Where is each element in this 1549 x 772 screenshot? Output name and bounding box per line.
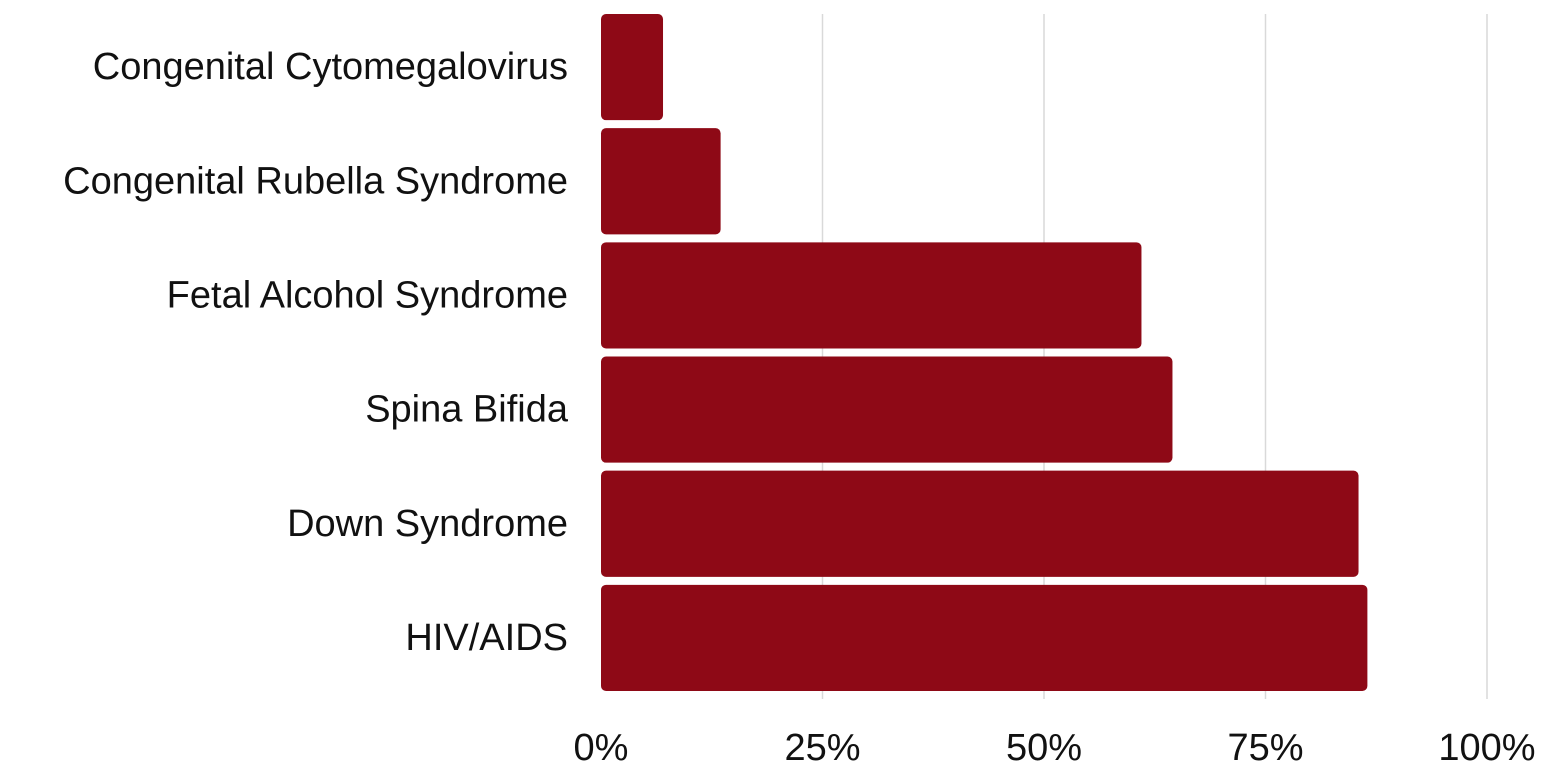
category-labels: Congenital Cytomegalovirus Congenital Rub… [63,46,569,659]
x-tick-labels: 0% 25% 50% 75% 100% [574,727,1536,769]
bar [601,14,664,121]
x-tick-label: 100% [1438,727,1535,767]
bar [601,128,721,235]
category-label: Down Syndrome [287,503,568,545]
bars [601,14,1368,691]
category-label: Spina Bifida [365,389,569,431]
x-tick-label: 75% [1227,727,1303,767]
x-tick-label: 50% [1006,727,1082,767]
category-label: Congenital Rubella Syndrome [63,160,568,202]
bar [601,356,1173,463]
category-label: Fetal Alcohol Syndrome [167,274,568,316]
bar [601,584,1368,691]
x-tick-label: 25% [784,727,860,767]
x-tick-label: 0% [574,727,629,767]
bar [601,242,1142,349]
category-label: Congenital Cytomegalovirus [93,46,568,88]
category-label: HIV/AIDS [405,617,568,659]
bar [601,470,1359,577]
